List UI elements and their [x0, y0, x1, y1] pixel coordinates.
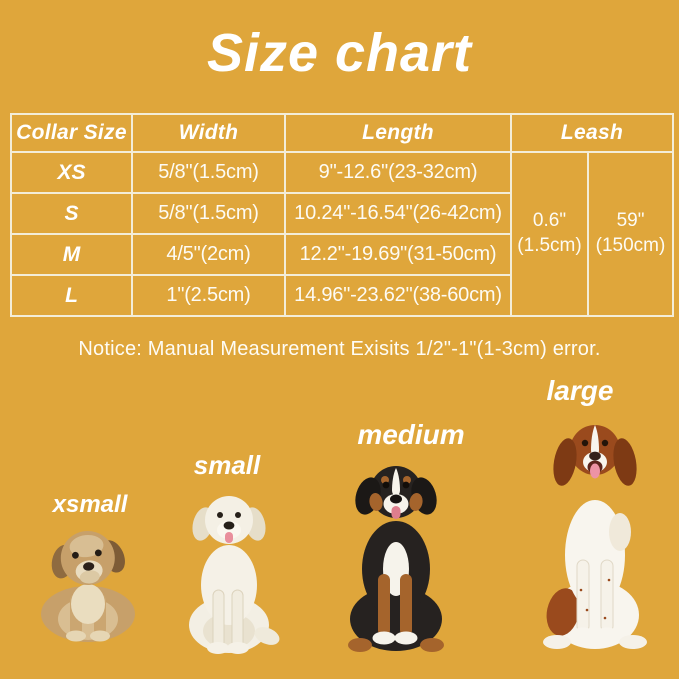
leash-length-cm: (150cm): [595, 235, 666, 256]
dog-label-xsmall: xsmall: [52, 491, 128, 518]
dog-head: [553, 425, 637, 486]
header-collar-size: Collar Size: [10, 113, 133, 153]
dog-figure-small: [168, 490, 290, 658]
cell-width-xs: 5/8"(1.5cm): [131, 151, 286, 194]
cell-leash-width: 0.6" (1.5cm): [510, 151, 589, 317]
cell-width-s: 5/8"(1.5cm): [131, 192, 286, 235]
dog-small-image: [189, 496, 280, 654]
leash-length-inches: 59": [616, 210, 645, 232]
table-row-s: S 5/8"(1.5cm) 10.24"-16.54"(26-42cm): [10, 192, 673, 235]
dog-label-medium: medium: [357, 419, 465, 450]
dog-body: [189, 545, 280, 654]
leash-width-cm: (1.5cm): [517, 235, 582, 256]
dog-body: [348, 521, 444, 652]
dog-figure-xsmall: [27, 526, 149, 644]
leash-width-inches: 0.6": [532, 210, 567, 232]
dog-head: [51, 531, 125, 586]
dog-medium-image: [348, 466, 444, 652]
dog-head: [355, 466, 437, 519]
cell-length-l: 14.96"-23.62"(38-60cm): [284, 274, 512, 317]
dog-body: [41, 584, 135, 642]
cell-leash-length: 59" (150cm): [586, 151, 675, 317]
header-length: Length: [284, 113, 512, 153]
cell-length-s: 10.24"-16.54"(26-42cm): [284, 192, 512, 235]
header-leash: Leash: [509, 113, 675, 153]
cell-size-l: L: [10, 274, 133, 317]
table-row-xs: XS 5/8"(1.5cm) 9"-12.6"(23-32cm) 0.6" (1…: [10, 151, 675, 317]
dog-large-image: [543, 425, 647, 649]
cell-length-m: 12.2"-19.69"(31-50cm): [284, 233, 512, 276]
table-row-l: L 1"(2.5cm) 14.96"-23.62"(38-60cm): [10, 274, 673, 317]
notice-text: Notice: Manual Measurement Exisits 1/2"-…: [78, 338, 601, 360]
table-header-row: Collar Size Width Length Leash: [10, 113, 675, 153]
cell-width-m: 4/5"(2cm): [131, 233, 286, 276]
dog-xsmall-image: [41, 531, 135, 642]
dog-label-small: small: [193, 450, 261, 480]
cell-length-xs: 9"-12.6"(23-32cm): [284, 151, 512, 194]
dog-body: [543, 500, 647, 649]
cell-width-l: 1"(2.5cm): [131, 274, 286, 317]
table-row-m: M 4/5"(2cm) 12.2"-19.69"(31-50cm): [10, 233, 673, 276]
dog-head: [192, 496, 266, 544]
cell-size-m: M: [10, 233, 133, 276]
page-title: Size chart: [206, 23, 473, 83]
dog-figure-medium: [330, 454, 462, 654]
cell-size-s: S: [10, 192, 133, 235]
dog-label-large: large: [546, 375, 614, 406]
header-width: Width: [131, 113, 286, 153]
dog-figure-large: [527, 410, 663, 658]
size-chart-table: Collar Size Width Length Leash XS 5/8"(1…: [10, 113, 675, 317]
cell-size-xs: XS: [10, 151, 133, 194]
